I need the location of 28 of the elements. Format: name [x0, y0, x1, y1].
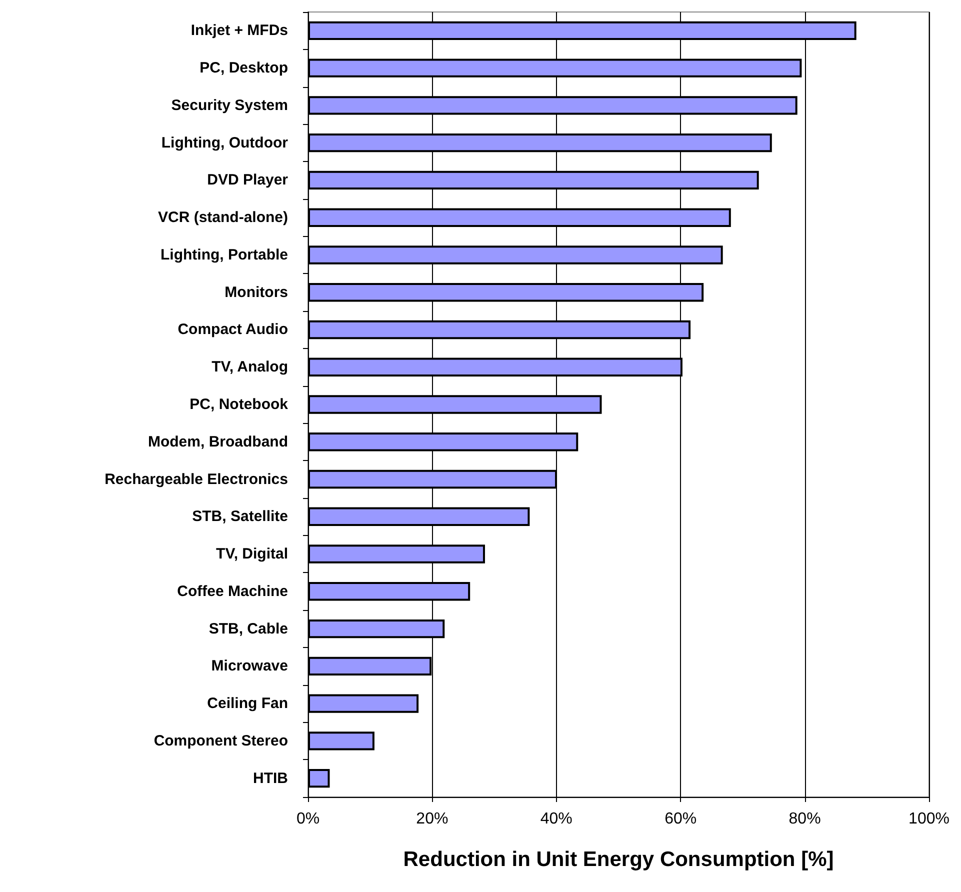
- x-tick-label: 0%: [296, 810, 320, 828]
- y-tick-label: Component Stereo: [154, 732, 288, 750]
- x-tick-label: 20%: [416, 810, 448, 828]
- y-tick-label: HTIB: [253, 770, 288, 787]
- x-tick-label: 60%: [664, 810, 697, 828]
- y-tick-label: Security System: [171, 96, 288, 114]
- y-tick-label: Lighting, Outdoor: [161, 134, 288, 152]
- y-tick-label: TV, Digital: [216, 546, 288, 563]
- y-tick-label: Compact Audio: [178, 321, 288, 338]
- y-tick-label: Monitors: [224, 284, 288, 301]
- y-tick-label: PC, Desktop: [200, 60, 288, 77]
- y-tick-label: DVD Player: [207, 172, 288, 189]
- y-tick-label: PC, Notebook: [190, 396, 289, 413]
- x-axis-title: Reduction in Unit Energy Consumption [%]: [403, 848, 834, 871]
- y-tick-label: Lighting, Portable: [160, 246, 288, 264]
- x-tick-label: 100%: [908, 810, 950, 828]
- y-tick-label: TV, Analog: [212, 358, 288, 376]
- y-tick-label: Inkjet + MFDs: [190, 22, 288, 40]
- y-tick-label: Coffee Machine: [177, 582, 288, 600]
- y-tick-label: Rechargeable Electronics: [104, 470, 288, 488]
- y-tick-label: STB, Satellite: [192, 508, 288, 526]
- y-tick-label: STB, Cable: [208, 620, 288, 638]
- y-tick-label: Modem, Broadband: [148, 433, 288, 450]
- y-tick-label: Ceiling Fan: [207, 695, 288, 712]
- x-tick-label: 40%: [540, 810, 572, 828]
- y-tick-label: VCR (stand-alone): [158, 209, 288, 226]
- x-tick-label: 80%: [788, 810, 821, 828]
- y-tick-label: Microwave: [211, 658, 288, 675]
